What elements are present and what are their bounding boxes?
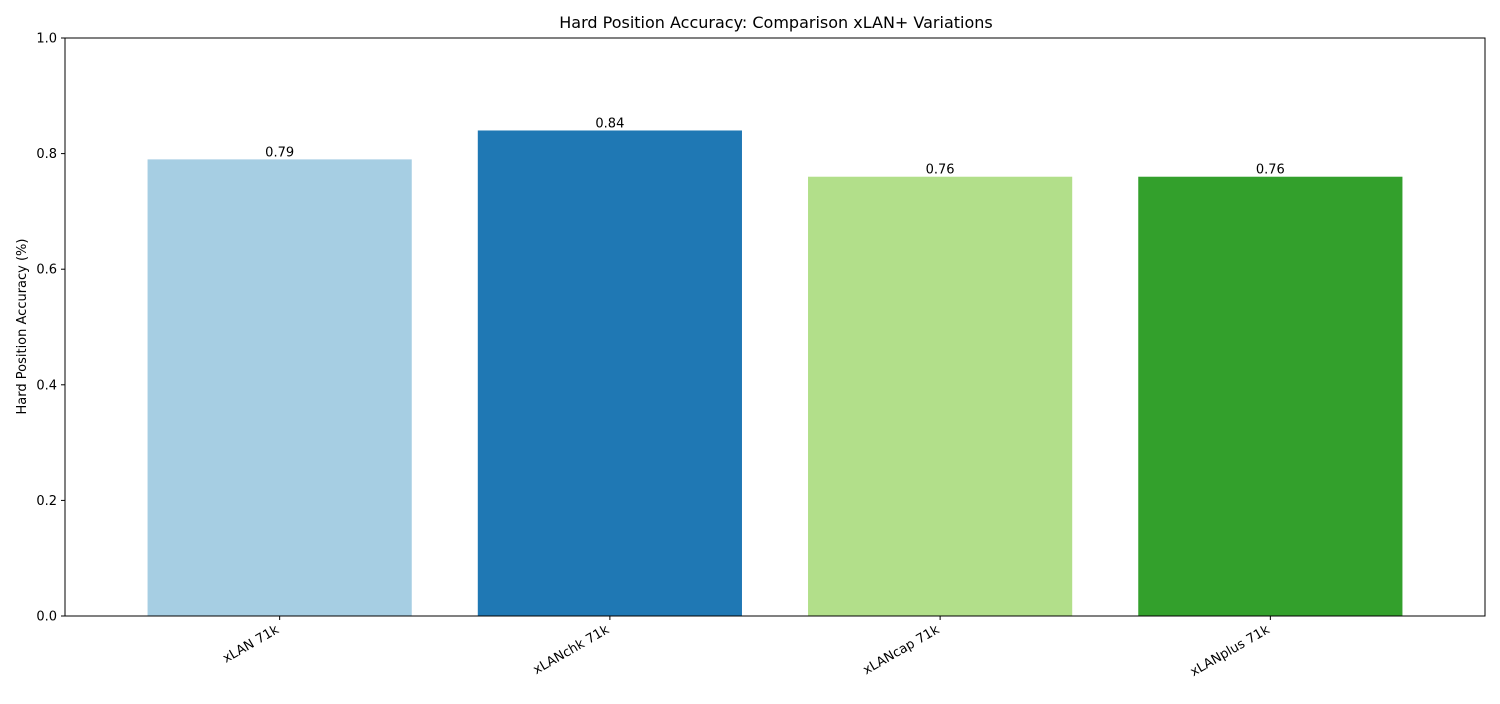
y-tick-label: 1.0 [36,32,57,47]
x-tick-label: xLAN 71k [220,622,282,666]
y-tick-label: 0.8 [36,147,57,162]
bar-3 [808,176,1073,616]
x-axis: xLAN 71k xLANchk 71k xLANcap 71k xLANplus 7… [220,616,1273,680]
chart-title: Hard Position Accuracy: Comparison xLAN+… [559,13,992,32]
x-tick-label: xLANcap 71k [861,622,943,678]
value-label: 0.76 [1256,163,1285,178]
x-tick-label: xLANchk 71k [531,622,612,678]
y-tick-label: 0.4 [36,378,57,393]
bar-4 [1138,176,1403,616]
bar-1 [147,159,412,616]
y-tick-label: 0.6 [36,263,57,278]
value-label: 0.84 [595,116,624,131]
y-axis: 0.0 0.2 0.4 0.6 0.8 1.0 [36,32,65,625]
value-label: 0.79 [265,145,294,160]
value-label: 0.76 [926,163,955,178]
y-axis-label: Hard Position Accuracy (%) [15,239,30,415]
plot-frame [64,37,1486,617]
value-labels-layer: 0.79 0.84 0.76 0.76 [265,116,1285,177]
bars-layer [147,130,1403,617]
y-tick-label: 0.2 [36,494,57,509]
x-tick-label: xLANplus 71k [1188,622,1273,680]
y-tick-label: 0.0 [36,610,57,625]
bar-2 [477,130,742,617]
